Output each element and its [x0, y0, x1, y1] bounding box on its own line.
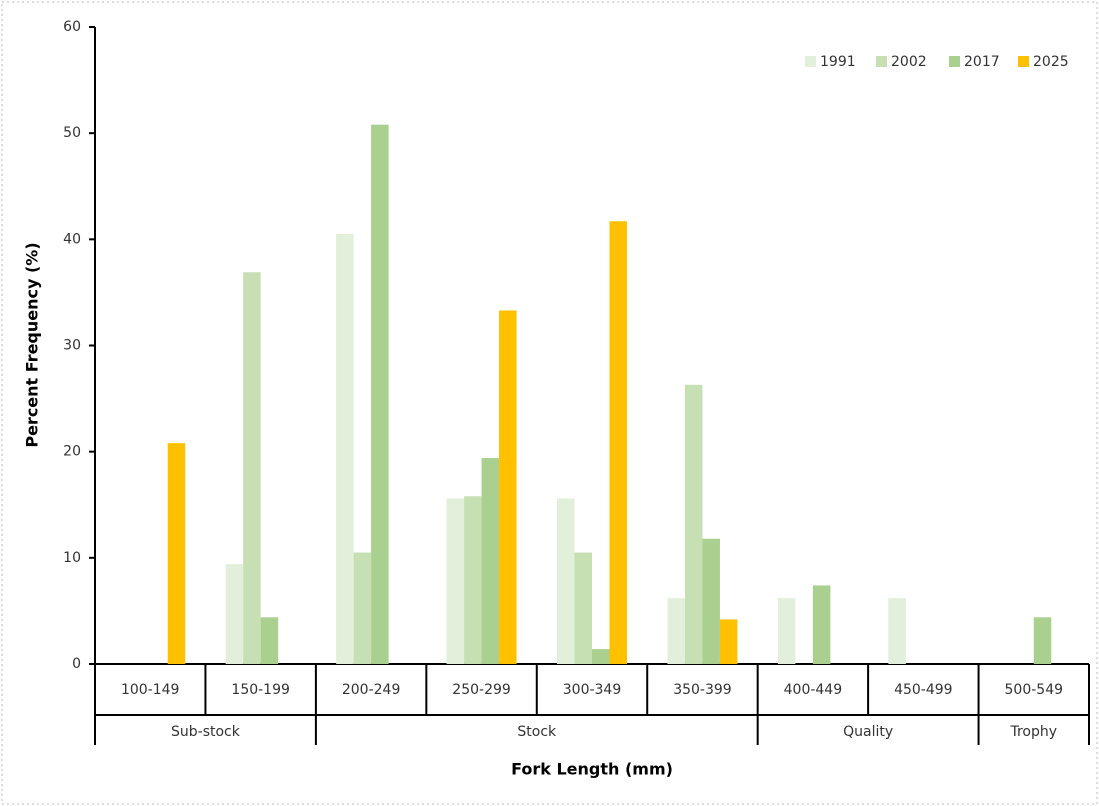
- x-tick-label: 100-149: [121, 682, 180, 698]
- bar: [371, 124, 389, 664]
- y-tick-label: 0: [72, 656, 81, 672]
- bar: [336, 234, 354, 664]
- bar: [574, 552, 592, 664]
- group-label: Sub-stock: [171, 724, 241, 740]
- y-tick-label: 50: [63, 125, 81, 141]
- x-tick-label: 400-449: [784, 682, 843, 698]
- bar: [777, 598, 796, 664]
- bar: [1033, 617, 1052, 664]
- bar: [243, 272, 261, 664]
- legend-swatch: [949, 56, 960, 67]
- bar: [719, 619, 738, 664]
- bar: [260, 617, 279, 664]
- bar: [353, 552, 372, 664]
- x-tick-label: 150-199: [231, 682, 290, 698]
- x-tick-label: 200-249: [342, 682, 401, 698]
- bar: [667, 598, 685, 664]
- x-tick-label: 450-499: [894, 682, 953, 698]
- bar: [481, 458, 500, 664]
- bar: [812, 585, 831, 664]
- legend-label: 2002: [891, 54, 927, 70]
- bar: [499, 310, 517, 664]
- y-tick-label: 40: [63, 231, 81, 247]
- y-tick-label: 30: [63, 338, 81, 354]
- bar: [464, 496, 482, 664]
- y-axis-title: Percent Frequency (%): [23, 242, 42, 447]
- legend-swatch: [876, 56, 887, 67]
- legend-swatch: [1018, 56, 1029, 67]
- group-label: Quality: [843, 724, 893, 740]
- legend-label: 2025: [1033, 54, 1069, 70]
- y-tick-label: 10: [63, 550, 81, 566]
- legend-label: 2017: [964, 54, 1000, 70]
- bar: [592, 649, 610, 664]
- legend-label: 1991: [820, 54, 856, 70]
- bar: [888, 598, 906, 664]
- y-tick-label: 20: [63, 444, 81, 460]
- group-label: Trophy: [1009, 724, 1057, 740]
- group-label: Stock: [517, 724, 557, 740]
- x-tick-label: 300-349: [563, 682, 622, 698]
- x-tick-label: 250-299: [452, 682, 511, 698]
- x-axis-title: Fork Length (mm): [511, 760, 673, 779]
- x-tick-label: 500-549: [1005, 682, 1064, 698]
- bar: [167, 443, 186, 664]
- bar: [225, 564, 244, 664]
- bar: [446, 498, 465, 664]
- x-tick-label: 350-399: [673, 682, 732, 698]
- bar: [609, 221, 627, 664]
- legend-swatch: [805, 56, 816, 67]
- y-tick-label: 60: [63, 19, 81, 35]
- bar: [702, 538, 720, 664]
- bar: [557, 498, 575, 664]
- bar: [684, 384, 703, 664]
